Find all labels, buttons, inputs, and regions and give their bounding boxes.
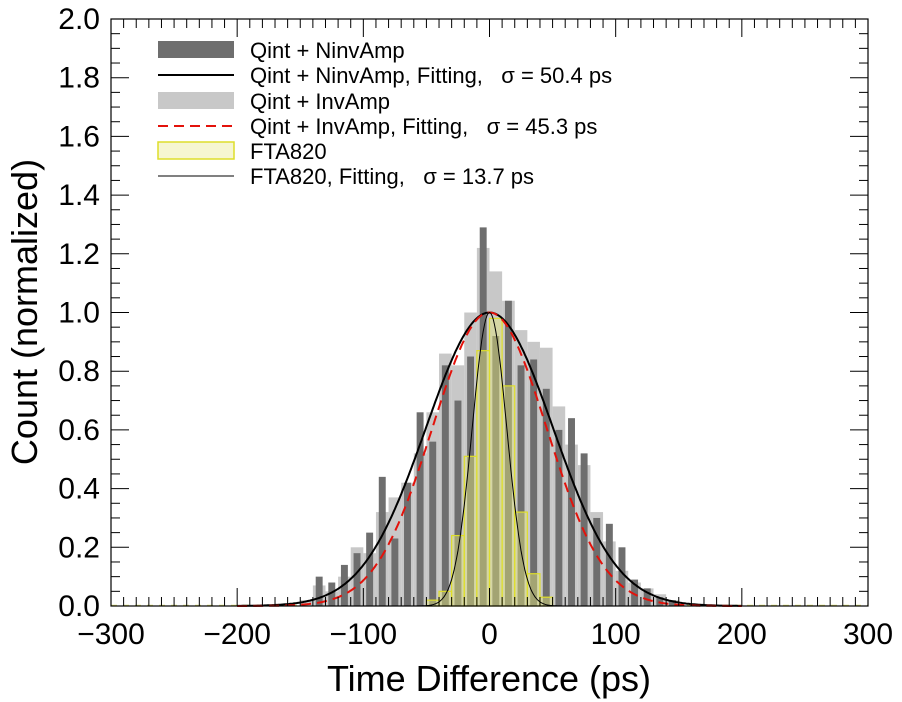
fta820-bar (476, 350, 491, 607)
ninvamp-bar (366, 532, 374, 606)
ninvamp-bar (605, 523, 613, 606)
legend-label: Qint + InvAmp (250, 89, 390, 114)
fta820-bar (514, 511, 528, 607)
ninvamp-bar (315, 576, 323, 606)
ninvamp-bar (391, 538, 399, 606)
x-tick-label: −300 (77, 618, 145, 651)
ninvamp-bar (504, 300, 512, 606)
ninvamp-bar (618, 547, 626, 606)
ninvamp-bar (404, 482, 411, 606)
ninvamp-bar (631, 579, 639, 606)
ninvamp-bar (416, 412, 424, 606)
axis-ticks (110, 18, 869, 607)
legend-swatch (158, 92, 234, 109)
ninvamp-bar (542, 388, 550, 606)
ninvamp-bar (517, 365, 525, 606)
y-tick-label: 0.6 (58, 414, 100, 447)
y-tick-labels: 0.0 0.2 0.4 0.6 0.8 1.0 1.2 1.4 1.6 1.8 2.0 (58, 3, 100, 623)
y-tick-label: 0.4 (58, 473, 100, 506)
legend-label: FTA820, Fitting, σ = 13.7 ps (250, 164, 534, 189)
ninvamp-bar (530, 359, 538, 606)
y-tick-label: 1.0 (58, 297, 100, 330)
x-tick-label: 300 (843, 618, 893, 651)
x-tick-label: −200 (203, 618, 271, 651)
fta820-bar (438, 590, 453, 607)
x-tick-label: 0 (481, 618, 498, 651)
y-tick-label: 1.2 (58, 238, 100, 271)
y-tick-label: 0.8 (58, 355, 100, 388)
y-tick-label: 2.0 (58, 3, 100, 36)
legend-swatch (157, 141, 235, 160)
ninvamp-bar (429, 441, 437, 606)
fta820-histogram (425, 317, 554, 607)
y-tick-label: 1.8 (58, 62, 100, 95)
legend-label: Qint + NinvAmp, Fitting, σ = 50.4 ps (250, 63, 612, 88)
legend-label: Qint + InvAmp, Fitting, σ = 45.3 ps (250, 114, 597, 139)
y-tick-label: 1.4 (58, 179, 100, 212)
y-tick-label: 1.6 (58, 120, 100, 153)
x-tick-label: 100 (591, 618, 641, 651)
x-tick-label: 200 (717, 618, 767, 651)
y-tick-label: 0.0 (58, 590, 100, 623)
ninvamp-bar (555, 429, 563, 606)
ninvamp-bar (378, 476, 386, 606)
x-axis-label: Time Difference (ps) (327, 658, 651, 699)
ninvamp-bar (467, 356, 475, 606)
ninvamp-bar (643, 588, 651, 606)
y-tick-label: 0.2 (58, 531, 100, 564)
invamp-bar (300, 600, 313, 606)
x-tick-label: −100 (330, 618, 398, 651)
ninvamp-bar (568, 418, 575, 606)
ninvamp-bar (492, 335, 500, 606)
legend-label: FTA820 (250, 139, 327, 164)
legend-swatch (158, 41, 234, 58)
y-axis-label: Count (normalized) (4, 159, 45, 465)
fta820-bar (501, 385, 516, 607)
fta820-bar (463, 455, 478, 607)
x-tick-labels: −300 −200 −100 0 100 200 300 (77, 618, 893, 651)
fta820-bar (526, 573, 541, 607)
ninvamp-bar (479, 227, 487, 606)
ninvamp-bar (353, 553, 361, 606)
ninvamp-bar (454, 400, 462, 606)
ninvamp-bar (668, 600, 676, 606)
ninvamp-bar (441, 365, 449, 606)
ninvamp-bar (328, 582, 336, 606)
ninvamp-bar (593, 517, 601, 606)
legend-label: Qint + NinvAmp (250, 38, 405, 63)
